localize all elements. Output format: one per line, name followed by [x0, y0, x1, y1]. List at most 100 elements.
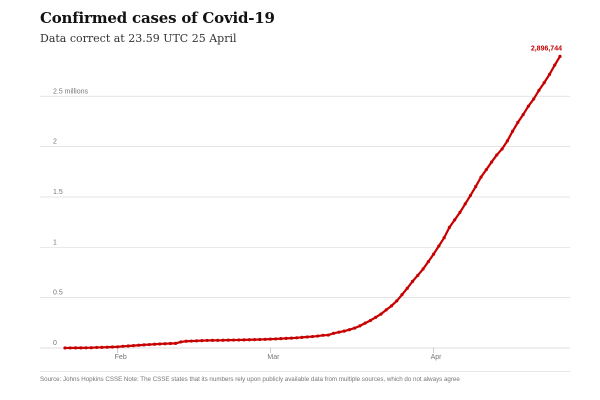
data-point — [368, 318, 373, 323]
data-point — [347, 328, 351, 332]
x-tick-label: Apr — [431, 354, 443, 361]
data-point — [221, 338, 225, 342]
data-point — [116, 345, 120, 349]
data-point — [447, 225, 452, 229]
data-point — [410, 279, 415, 283]
data-point — [489, 160, 494, 164]
data-point — [358, 324, 362, 328]
data-point — [121, 344, 125, 348]
data-point — [147, 342, 151, 347]
data-point — [326, 333, 330, 337]
data-point — [226, 338, 230, 342]
data-point — [284, 336, 288, 340]
data-point — [268, 337, 272, 341]
chart-title: Confirmed cases of Covid-19 — [40, 9, 275, 27]
data-point — [542, 81, 546, 85]
data-point — [247, 338, 251, 342]
data-point — [131, 344, 136, 348]
data-point — [158, 342, 162, 346]
data-point — [84, 346, 88, 350]
data-point — [168, 341, 172, 346]
data-point — [342, 329, 346, 333]
data-point — [300, 335, 304, 339]
data-point — [331, 331, 336, 335]
data-point — [511, 129, 515, 133]
data-point — [479, 175, 483, 179]
series-line — [63, 55, 562, 350]
source-note: Source: Johns Hopkins CSSE Note: The CSS… — [40, 376, 460, 383]
y-tick-label: 0 — [53, 340, 57, 347]
data-point — [379, 312, 383, 316]
data-point — [310, 334, 315, 339]
data-point — [463, 202, 467, 206]
data-point — [395, 299, 399, 303]
gridlines — [40, 95, 570, 349]
data-point — [521, 112, 525, 117]
y-tick-label: 2 — [53, 139, 57, 146]
data-point — [274, 337, 278, 341]
data-point — [195, 339, 199, 343]
data-point — [79, 346, 83, 350]
chart-subtitle: Data correct at 23.59 UTC 25 April — [40, 32, 237, 45]
data-point — [384, 308, 388, 312]
data-point — [421, 267, 425, 271]
data-point — [558, 54, 562, 58]
data-point — [184, 339, 188, 343]
data-point — [216, 338, 220, 342]
data-point — [126, 344, 130, 348]
data-point — [173, 341, 178, 346]
data-point — [279, 337, 283, 341]
data-point — [110, 345, 114, 349]
data-point — [474, 184, 478, 189]
data-point — [205, 338, 209, 343]
data-point — [295, 336, 299, 340]
data-point — [353, 326, 357, 330]
data-point — [553, 63, 557, 67]
data-point — [89, 346, 93, 350]
data-point — [458, 210, 462, 215]
data-point — [484, 168, 488, 172]
data-point — [537, 88, 541, 92]
data-point — [252, 338, 257, 342]
series-points — [63, 54, 562, 350]
data-point — [547, 72, 552, 77]
data-point — [142, 343, 146, 347]
x-tick-label: Mar — [267, 354, 280, 361]
data-point — [152, 342, 157, 346]
data-point — [237, 338, 241, 342]
data-point — [289, 336, 294, 340]
data-point — [374, 315, 378, 319]
source-divider — [40, 371, 570, 372]
data-point — [231, 338, 236, 342]
data-point — [200, 339, 204, 343]
data-point — [526, 104, 531, 108]
x-tick-label: Feb — [115, 354, 127, 361]
data-point — [105, 345, 109, 349]
data-point — [400, 293, 404, 297]
data-point — [453, 218, 457, 222]
data-point — [505, 139, 509, 143]
data-point — [68, 346, 72, 350]
data-point — [437, 244, 441, 248]
data-point — [316, 334, 320, 338]
data-point — [95, 345, 99, 350]
data-point — [305, 335, 309, 339]
y-tick-label: 1 — [53, 239, 57, 246]
data-point — [495, 153, 499, 157]
data-point — [258, 337, 262, 342]
data-point — [179, 340, 183, 344]
y-tick-label: 2.5 millions — [53, 88, 89, 95]
data-point — [532, 97, 536, 101]
data-point — [389, 304, 394, 308]
data-point — [426, 260, 430, 264]
data-point — [242, 338, 246, 342]
data-point — [210, 338, 215, 342]
data-point — [405, 286, 409, 290]
data-point — [100, 345, 104, 349]
data-point — [468, 193, 473, 198]
x-axis-ticks: Feb Mar Apr — [115, 348, 443, 361]
data-point — [63, 346, 67, 350]
data-point — [416, 273, 420, 277]
data-point — [363, 321, 367, 325]
